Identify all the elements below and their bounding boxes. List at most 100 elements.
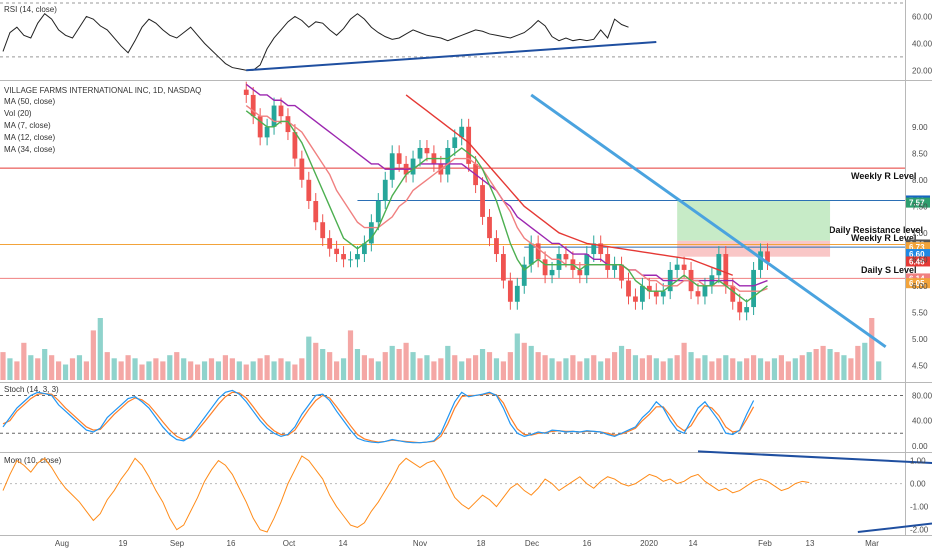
price-y-tick: 5.00 [912,335,928,344]
ma7-legend[interactable]: MA (7, close) [4,121,51,130]
volume-bar [799,355,805,380]
vol-legend[interactable]: Vol (20) [4,109,32,118]
volume-bar [361,355,367,380]
volume-bar [785,361,791,380]
candle-body [528,243,534,265]
candle-body [466,126,472,164]
ma34-legend[interactable]: MA (34, close) [4,145,55,154]
volume-bar [320,349,326,380]
volume-bar [56,361,62,380]
x-tick-label: 16 [227,539,236,548]
volume-bar [21,342,27,380]
ma50-line [405,94,733,276]
volume-bar [869,318,875,380]
mom-legend[interactable]: Mom (10, close) [4,456,62,465]
volume-bar [160,361,166,380]
price-y-tick: 8.50 [912,149,928,158]
volume-bar [695,358,701,380]
candle-body [292,132,298,159]
volume-bar [97,318,103,380]
volume-bar [535,352,541,380]
stoch-k-line [2,389,755,444]
volume-bar [285,361,291,380]
candle-body [278,105,284,117]
volume-bar [473,355,479,380]
ma34-line [245,83,768,287]
candle-body [306,179,312,202]
volume-bar [368,358,374,380]
candle-body [674,264,680,270]
main-title[interactable]: VILLAGE FARMS INTERNATIONAL INC, 1D, NAS… [4,86,201,95]
x-tick-label: Nov [413,539,427,548]
price-y-tick: 6.50 [912,255,928,264]
x-tick-label: 19 [119,539,128,548]
candle-body [299,158,305,180]
price-tag [906,256,930,267]
volume-bar [500,361,506,380]
volume-bar [584,358,590,380]
volume-bar [347,330,354,380]
volume-bar [806,352,812,380]
volume-bar [507,352,513,380]
mom-y-tick: -1.00 [910,503,929,512]
mom-y-tick: 0.00 [910,480,926,489]
volume-bar [764,361,771,380]
price-tag-label: 6.73 [909,243,925,252]
volume-bar [431,361,437,380]
volume-bar [118,361,124,380]
volume-bar [570,355,576,380]
volume-bar [660,361,666,380]
price-tag [906,278,930,289]
volume-bar [688,352,694,380]
candle-body [702,285,708,297]
candle-body [445,147,451,175]
volume-bar [771,358,778,380]
x-tick-label: 14 [339,539,348,548]
candle-body [744,307,750,313]
price-y-tick: 9.00 [912,123,928,132]
candle-body [243,89,249,95]
volume-bar [827,349,833,380]
stoch-legend[interactable]: Stoch (14, 3, 3) [4,385,59,394]
volume-bar [514,333,520,380]
candle-body [348,259,353,261]
rsi-y-tick: 60.00 [912,12,932,21]
candle-body [507,280,513,302]
volume-bar [625,349,632,380]
price-tag [906,197,930,208]
candle-body [459,126,465,138]
candle-body [612,264,617,270]
volume-bar [201,361,208,380]
volume-bar [723,355,729,380]
axis-labels: Aug 19 Sep 16 Oct 14 Nov 18 Dec 16 2020 14 Feb 13 Mar 6… [55,12,932,548]
candle-body [605,254,611,270]
volume-bar [834,352,840,380]
candle-body [542,259,548,276]
volume-bar [250,361,256,380]
candle-body [382,179,388,202]
volume-bar [598,361,604,380]
ma50-legend[interactable]: MA (50, close) [4,97,55,106]
volume-bar [49,355,55,380]
volume-bar [271,361,277,380]
candle-body [646,285,652,292]
candle-body [535,243,541,260]
volume-bar [459,361,465,380]
x-tick-label: Oct [283,539,296,548]
candle-body [410,158,416,175]
rsi-trendline [246,41,657,72]
momentum-line [2,455,810,533]
volume-bar [181,358,187,380]
ma12-legend[interactable]: MA (12, close) [4,133,55,142]
candle-body [362,243,367,255]
volume-bar [542,355,548,380]
ma12-line [245,105,768,292]
stoch-d-line [2,391,755,444]
volume-bar [264,355,270,380]
volume-bar [556,361,562,380]
price-tag-label: 6.05 [909,279,925,288]
candle-body [521,264,527,286]
volume-bar [855,345,861,380]
rsi-y-tick: 40.00 [912,39,932,48]
rsi-legend[interactable]: RSI (14, close) [4,5,57,14]
